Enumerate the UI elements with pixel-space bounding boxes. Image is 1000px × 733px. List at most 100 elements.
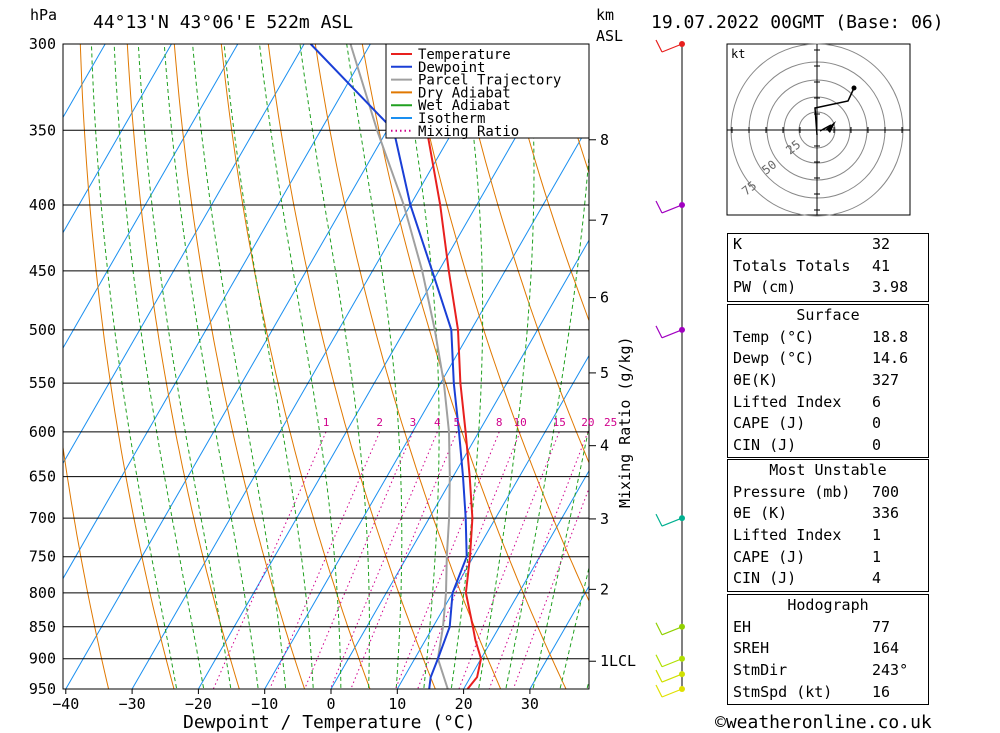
stat-row: CIN (J) 4: [728, 568, 928, 590]
asl-label: ASL: [596, 27, 623, 45]
km-label: km: [596, 6, 614, 24]
datetime-title: 19.07.2022 00GMT (Base: 06): [651, 12, 944, 33]
hpa-label: hPa: [30, 6, 57, 24]
wind-barb: [661, 658, 683, 668]
stat-label: Temp (°C): [733, 327, 815, 346]
dry-adiabat-line: [502, 44, 589, 323]
stat-value: 1: [872, 547, 882, 566]
stat-label: Lifted Index: [733, 526, 842, 545]
km-tick-label: 3: [600, 510, 609, 528]
dry-adiabat-line: [173, 44, 306, 689]
hodograph-trace: [814, 87, 855, 136]
km-tick-label: 4: [600, 437, 609, 455]
location-title: 44°13'N 43°06'E 522m ASL: [93, 12, 353, 33]
legend-label: Isotherm: [418, 111, 485, 127]
wind-barb-flag: [655, 669, 663, 683]
axes: 3003504004505005506006507007508008509009…: [29, 35, 636, 713]
stat-row: SREH 164: [728, 638, 928, 660]
stat-row: CAPE (J) 0: [728, 413, 928, 435]
wet-adiabat-line: [450, 44, 484, 689]
mixing-ratio-labels: 1 2 3 4 5 8 10 15 20 25: [323, 416, 618, 429]
pressure-tick-label: 800: [29, 584, 56, 602]
stat-label: StmSpd (kt): [733, 682, 833, 701]
mixing-ratio-axis-label: Mixing Ratio (g/kg): [616, 336, 634, 508]
mixing-ratio-label: 20: [581, 416, 594, 429]
isobar-lines: [63, 43, 589, 690]
pressure-tick-label: 700: [29, 509, 56, 527]
stat-row: StmSpd (kt) 16: [728, 682, 928, 704]
wind-barb: [661, 517, 683, 527]
wet-adiabat-line: [163, 44, 259, 689]
hodograph-unit-label: kt: [731, 47, 745, 61]
stat-label: θE(K): [733, 371, 779, 390]
legend-label: Mixing Ratio: [418, 124, 519, 140]
pressure-tick-label: 600: [29, 423, 56, 441]
stat-value: 32: [872, 235, 891, 253]
hodograph-table: Hodograph EH 77 SREH 164 StmDir 243° StmSpd…: [727, 594, 929, 705]
pressure-tick-label: 650: [29, 468, 56, 486]
mixing-ratio-label: 10: [513, 416, 526, 429]
wind-barb-flag: [655, 513, 663, 527]
km-tick-label: 6: [600, 289, 609, 307]
stat-value: 16: [872, 682, 891, 701]
stat-value: 243°: [872, 661, 909, 680]
wind-barb-flag: [655, 684, 663, 698]
isotherm-line: [63, 44, 239, 349]
stat-row: Temp (°C) 18.8: [728, 327, 928, 349]
wet-adiabat-line: [346, 44, 403, 689]
wind-barb: [661, 43, 683, 53]
stat-value: 18.8: [872, 327, 909, 346]
dry-adiabat-line: [973, 44, 1000, 695]
temperature-tick-label: −40: [52, 695, 79, 713]
mixing-ratio-label: 3: [410, 416, 417, 429]
mixing-ratio-label: 1: [323, 416, 330, 429]
mixing-ratio-line: [329, 431, 438, 689]
wet-adiabat-line: [223, 44, 314, 689]
km-tick-label: 1: [600, 652, 609, 670]
dry-adiabat-line: [408, 44, 589, 603]
stat-row: Lifted Index 6: [728, 392, 928, 414]
pressure-tick-label: 450: [29, 262, 56, 280]
wind-barb-flag: [655, 654, 663, 668]
pressure-tick-label: 300: [29, 35, 56, 53]
wet-adiabat-line: [113, 44, 205, 689]
stat-value: 4: [872, 569, 882, 588]
stat-row: EH 77: [728, 617, 928, 639]
wind-barb-flag: [655, 325, 663, 339]
most-unstable-title: Most Unstable: [769, 461, 887, 479]
stat-value: 700: [872, 482, 900, 501]
isotherm-line: [396, 354, 589, 689]
stat-label: Totals Totals: [733, 256, 851, 275]
isotherm-line: [264, 123, 589, 689]
isotherm-line: [131, 44, 504, 689]
temperature-tick-label: −10: [251, 695, 278, 713]
stat-value: 336: [872, 504, 900, 523]
hodograph-top-point: [851, 85, 857, 91]
wet-adiabat-line: [192, 44, 287, 689]
stat-row-totals: Totals Totals 41: [728, 256, 928, 278]
isotherm-line: [63, 44, 305, 465]
most-unstable-table: Most Unstable Pressure (mb) 700 θE (K) 336…: [727, 459, 929, 592]
wet-adiabat-line: [532, 424, 589, 689]
stat-label: CAPE (J): [733, 547, 806, 566]
temperature-tick-label: 20: [455, 695, 473, 713]
dry-adiabat-line: [314, 44, 502, 689]
stat-value: 3.98: [872, 278, 909, 297]
stat-value: 164: [872, 639, 900, 658]
stat-value: 0: [872, 414, 882, 433]
mixing-ratio-line: [212, 431, 327, 689]
isotherm-line: [463, 469, 589, 689]
stat-label: Dewp (°C): [733, 349, 815, 368]
wind-profile: [655, 39, 685, 698]
stat-value: 0: [872, 436, 882, 455]
stat-row: Pressure (mb) 700: [728, 482, 928, 504]
pressure-tick-label: 550: [29, 374, 56, 392]
mixing-ratio-label: 5: [453, 416, 460, 429]
dewpoint-line: [309, 44, 468, 689]
wet-adiabat-line: [478, 44, 535, 689]
mixing-ratio-label: 15: [553, 416, 566, 429]
temperature-tick-label: 0: [326, 695, 335, 713]
stat-row: θE (K) 336: [728, 503, 928, 525]
